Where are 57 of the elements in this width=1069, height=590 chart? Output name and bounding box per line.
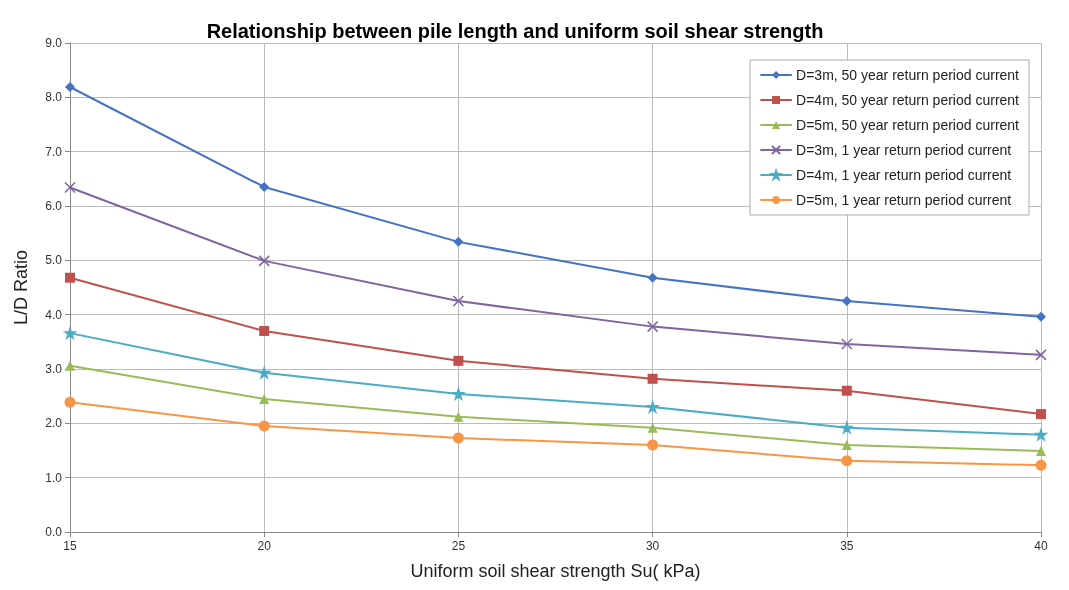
y-tick-label: 4.0 xyxy=(45,307,63,322)
point xyxy=(647,422,658,433)
point xyxy=(65,272,75,283)
y-axis-title: L/D Ratio xyxy=(11,249,31,326)
point xyxy=(646,320,659,333)
x-axis-title: Uniform soil shear strength Su( kPa) xyxy=(410,561,701,581)
y-tick-label: 9.0 xyxy=(45,36,63,50)
point xyxy=(647,439,659,451)
x-tick-label: 30 xyxy=(645,539,660,553)
y-tick-label: 8.0 xyxy=(45,90,63,105)
point xyxy=(452,295,465,307)
y-tick-label: 6.0 xyxy=(45,199,63,213)
point xyxy=(841,296,852,307)
y-tick-label: 1.0 xyxy=(45,470,63,485)
point xyxy=(64,181,76,194)
point xyxy=(65,82,75,93)
point xyxy=(647,373,658,384)
point xyxy=(1035,459,1047,471)
y-tick-label: 7.0 xyxy=(45,144,63,159)
point xyxy=(259,181,270,192)
point xyxy=(841,455,853,467)
point xyxy=(841,440,852,451)
point xyxy=(1036,409,1046,420)
point xyxy=(452,432,464,444)
point xyxy=(453,355,464,366)
chart-title: Relationship between pile length and uniform soil shear strength xyxy=(206,20,824,42)
point xyxy=(1035,428,1047,441)
point xyxy=(1036,311,1046,322)
x-tick-label: 35 xyxy=(840,539,854,553)
point xyxy=(64,327,76,339)
point xyxy=(841,338,853,350)
point xyxy=(259,393,270,404)
point xyxy=(453,236,464,247)
legend-label: D=4m, 1 year return period current xyxy=(796,167,1012,183)
point xyxy=(65,360,75,371)
x-tick-label: 15 xyxy=(63,539,77,553)
point xyxy=(453,411,464,422)
x-tick-label: 40 xyxy=(1034,539,1048,553)
legend-label: D=5m, 1 year return period current xyxy=(796,192,1012,208)
x-tick-label: 20 xyxy=(257,539,272,553)
y-tick-label: 0.0 xyxy=(45,525,63,539)
point xyxy=(258,255,270,267)
y-tick-label: 5.0 xyxy=(45,253,63,268)
y-tick-label: 2.0 xyxy=(45,416,63,431)
x-tick-label: 25 xyxy=(451,539,466,553)
point xyxy=(1036,446,1046,457)
legend-label: D=3m, 1 year return period current xyxy=(796,142,1012,158)
legend-label: D=5m, 50 year return period current xyxy=(796,117,1020,133)
point xyxy=(259,325,270,336)
point xyxy=(64,396,76,408)
point xyxy=(1035,349,1047,361)
point xyxy=(841,385,852,396)
point xyxy=(258,420,270,432)
y-tick-label: 3.0 xyxy=(45,362,63,376)
legend-label: D=4m, 50 year return period current xyxy=(796,92,1020,108)
legend-label: D=3m, 50 year return period current xyxy=(796,67,1020,83)
point xyxy=(647,272,658,283)
